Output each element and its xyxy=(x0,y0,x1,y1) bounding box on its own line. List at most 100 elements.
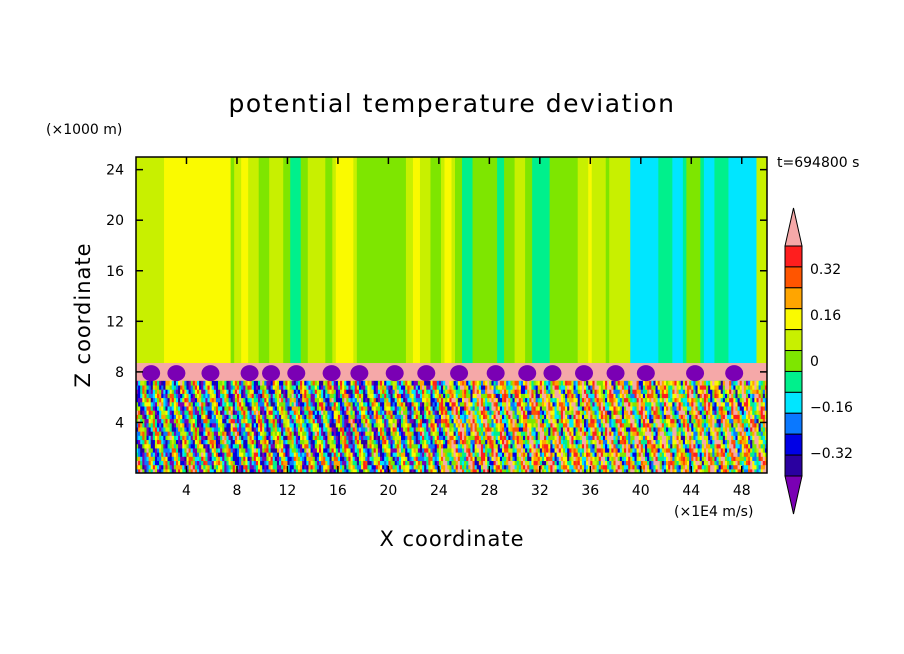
turbulent-cell xyxy=(577,380,581,386)
turbulent-cell xyxy=(230,468,234,473)
turbulent-cell xyxy=(186,464,190,470)
turbulent-cell xyxy=(424,414,427,420)
turbulent-cell xyxy=(531,460,535,466)
turbulent-cell xyxy=(430,439,434,445)
turbulent-cell xyxy=(281,464,284,470)
turbulent-cell xyxy=(584,439,587,445)
turbulent-cell xyxy=(211,393,215,399)
turbulent-cell xyxy=(569,431,572,436)
turbulent-cell xyxy=(245,401,249,407)
turbulent-cell xyxy=(523,431,526,436)
turbulent-cell xyxy=(594,464,598,470)
turbulent-cell xyxy=(279,456,282,462)
turbulent-cell xyxy=(512,397,516,403)
turbulent-cell xyxy=(371,384,375,390)
turbulent-cell xyxy=(476,435,480,441)
turbulent-cell xyxy=(588,389,591,394)
turbulent-cell xyxy=(514,443,518,449)
turbulent-cell xyxy=(335,439,339,445)
turbulent-cell xyxy=(579,435,583,441)
turbulent-cell xyxy=(403,397,406,403)
turbulent-cell xyxy=(523,456,526,462)
turbulent-cell xyxy=(264,456,268,462)
turbulent-cell xyxy=(140,435,143,441)
turbulent-cell xyxy=(413,418,417,424)
turbulent-cell xyxy=(548,401,551,407)
turbulent-cell xyxy=(207,464,211,470)
turbulent-cell xyxy=(230,384,234,390)
turbulent-cell xyxy=(419,397,423,403)
turbulent-cell xyxy=(150,435,154,441)
turbulent-cell xyxy=(413,401,417,407)
turbulent-cell xyxy=(520,405,524,411)
turbulent-cell xyxy=(499,405,503,411)
turbulent-cell xyxy=(554,426,558,432)
turbulent-cell xyxy=(146,464,150,470)
turbulent-cell xyxy=(426,426,429,432)
turbulent-cell xyxy=(184,464,188,470)
turbulent-cell xyxy=(352,435,356,441)
turbulent-cell xyxy=(354,405,358,411)
turbulent-cell xyxy=(451,380,455,386)
turbulent-cell xyxy=(535,452,539,457)
turbulent-cell xyxy=(163,380,167,386)
turbulent-cell xyxy=(247,418,251,424)
turbulent-cell xyxy=(474,460,478,466)
turbulent-cell xyxy=(249,464,253,470)
turbulent-cell xyxy=(506,439,509,445)
turbulent-cell xyxy=(247,414,251,420)
turbulent-cell xyxy=(323,414,326,420)
turbulent-cell xyxy=(537,443,541,449)
turbulent-cell xyxy=(243,460,246,466)
turbulent-cell xyxy=(333,422,337,428)
turbulent-cell xyxy=(342,443,345,449)
turbulent-cell xyxy=(340,431,343,436)
turbulent-cell xyxy=(571,464,575,470)
turbulent-cell xyxy=(207,410,211,415)
turbulent-cell xyxy=(449,422,453,428)
turbulent-cell xyxy=(556,414,560,420)
turbulent-cell xyxy=(257,384,261,390)
turbulent-cell xyxy=(365,389,368,394)
turbulent-cell xyxy=(157,456,160,462)
turbulent-cell xyxy=(422,431,425,436)
turbulent-cell xyxy=(375,405,379,411)
turbulent-cell xyxy=(274,418,278,424)
turbulent-cell xyxy=(325,393,329,399)
turbulent-cell xyxy=(464,405,467,411)
turbulent-cell xyxy=(392,393,396,399)
turbulent-cell xyxy=(487,456,490,462)
turbulent-cell xyxy=(432,439,436,445)
turbulent-cell xyxy=(150,414,154,420)
turbulent-cell xyxy=(213,439,217,445)
turbulent-cell xyxy=(346,389,350,394)
turbulent-cell xyxy=(466,456,469,462)
turbulent-cell xyxy=(293,443,297,449)
turbulent-cell xyxy=(146,397,150,403)
turbulent-cell xyxy=(497,447,501,453)
turbulent-cell xyxy=(386,464,389,470)
turbulent-cell xyxy=(537,410,541,415)
turbulent-cell xyxy=(476,426,480,432)
turbulent-cell xyxy=(422,418,425,424)
turbulent-cell xyxy=(314,414,318,420)
upper-layer-column xyxy=(437,157,442,382)
turbulent-cell xyxy=(539,460,543,466)
turbulent-cell xyxy=(525,410,528,415)
upper-layer-column xyxy=(234,157,239,382)
turbulent-cell xyxy=(146,439,150,445)
turbulent-cell xyxy=(340,452,343,457)
upper-layer-column xyxy=(584,157,589,382)
turbulent-cell xyxy=(178,380,181,386)
turbulent-cell xyxy=(358,389,362,394)
turbulent-cell xyxy=(386,414,389,420)
turbulent-cell xyxy=(386,468,389,473)
upper-layer-column xyxy=(136,157,141,382)
turbulent-cell xyxy=(190,397,194,403)
turbulent-cell xyxy=(146,460,150,466)
turbulent-cell xyxy=(239,439,242,445)
turbulent-cell xyxy=(491,468,495,473)
turbulent-cell xyxy=(159,389,162,394)
turbulent-cell xyxy=(354,435,358,441)
turbulent-cell xyxy=(419,426,423,432)
